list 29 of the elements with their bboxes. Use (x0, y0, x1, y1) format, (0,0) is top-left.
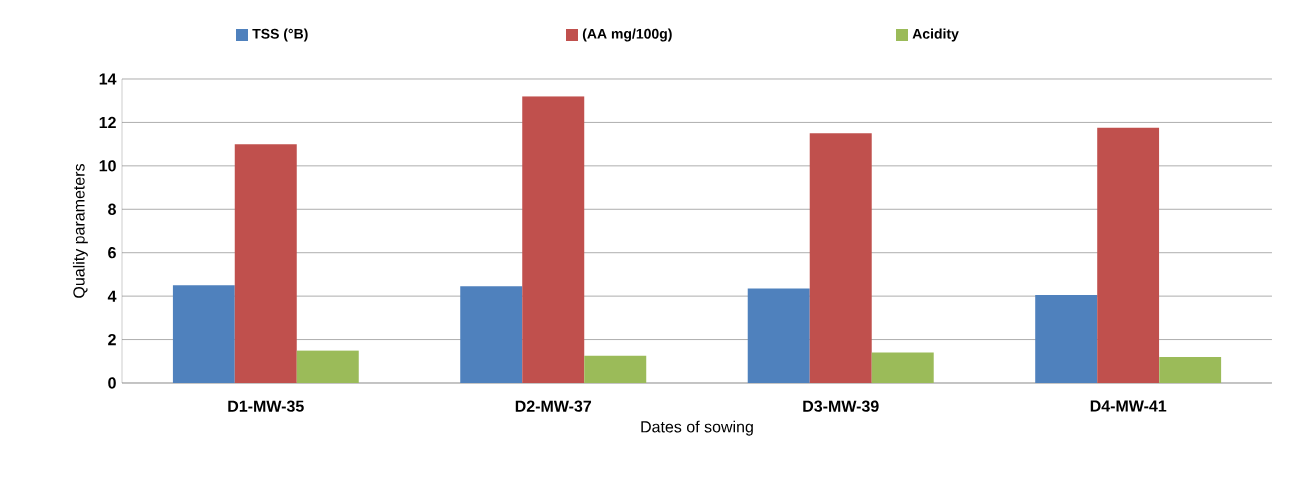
y-tick-label: 10 (99, 160, 116, 172)
y-tick-label: 14 (99, 73, 117, 85)
legend-label: Acidity (912, 28, 959, 42)
bar (460, 286, 523, 383)
bar (522, 96, 585, 383)
y-tick-label: 12 (99, 116, 116, 129)
y-tick-label: 4 (107, 290, 117, 302)
x-tick-label: D2-MW-37 (515, 400, 592, 412)
bar (234, 144, 297, 383)
y-tick-label: 8 (108, 203, 116, 215)
bar (747, 288, 810, 383)
y-tick-label: 2 (108, 333, 116, 346)
x-tick-label: D3-MW-39 (803, 400, 879, 412)
y-axis-title: Quality parameters (72, 164, 88, 298)
bar (584, 355, 647, 383)
y-tick-label: 6 (108, 247, 116, 259)
bar (296, 350, 359, 383)
y-tick-label: 0 (108, 377, 116, 389)
bar (809, 133, 872, 383)
legend-label: (AA mg/100g) (582, 28, 672, 42)
x-tick-label: D4-MW-41 (1090, 400, 1167, 412)
x-axis-title: Dates of sowing (641, 420, 753, 436)
bar (1159, 356, 1222, 383)
x-tick-label: D1-MW-35 (228, 400, 304, 412)
bar (172, 285, 235, 383)
bar (871, 352, 934, 383)
bar (1035, 295, 1098, 383)
legend-label: TSS (°B) (252, 28, 308, 42)
bar (1097, 127, 1160, 383)
